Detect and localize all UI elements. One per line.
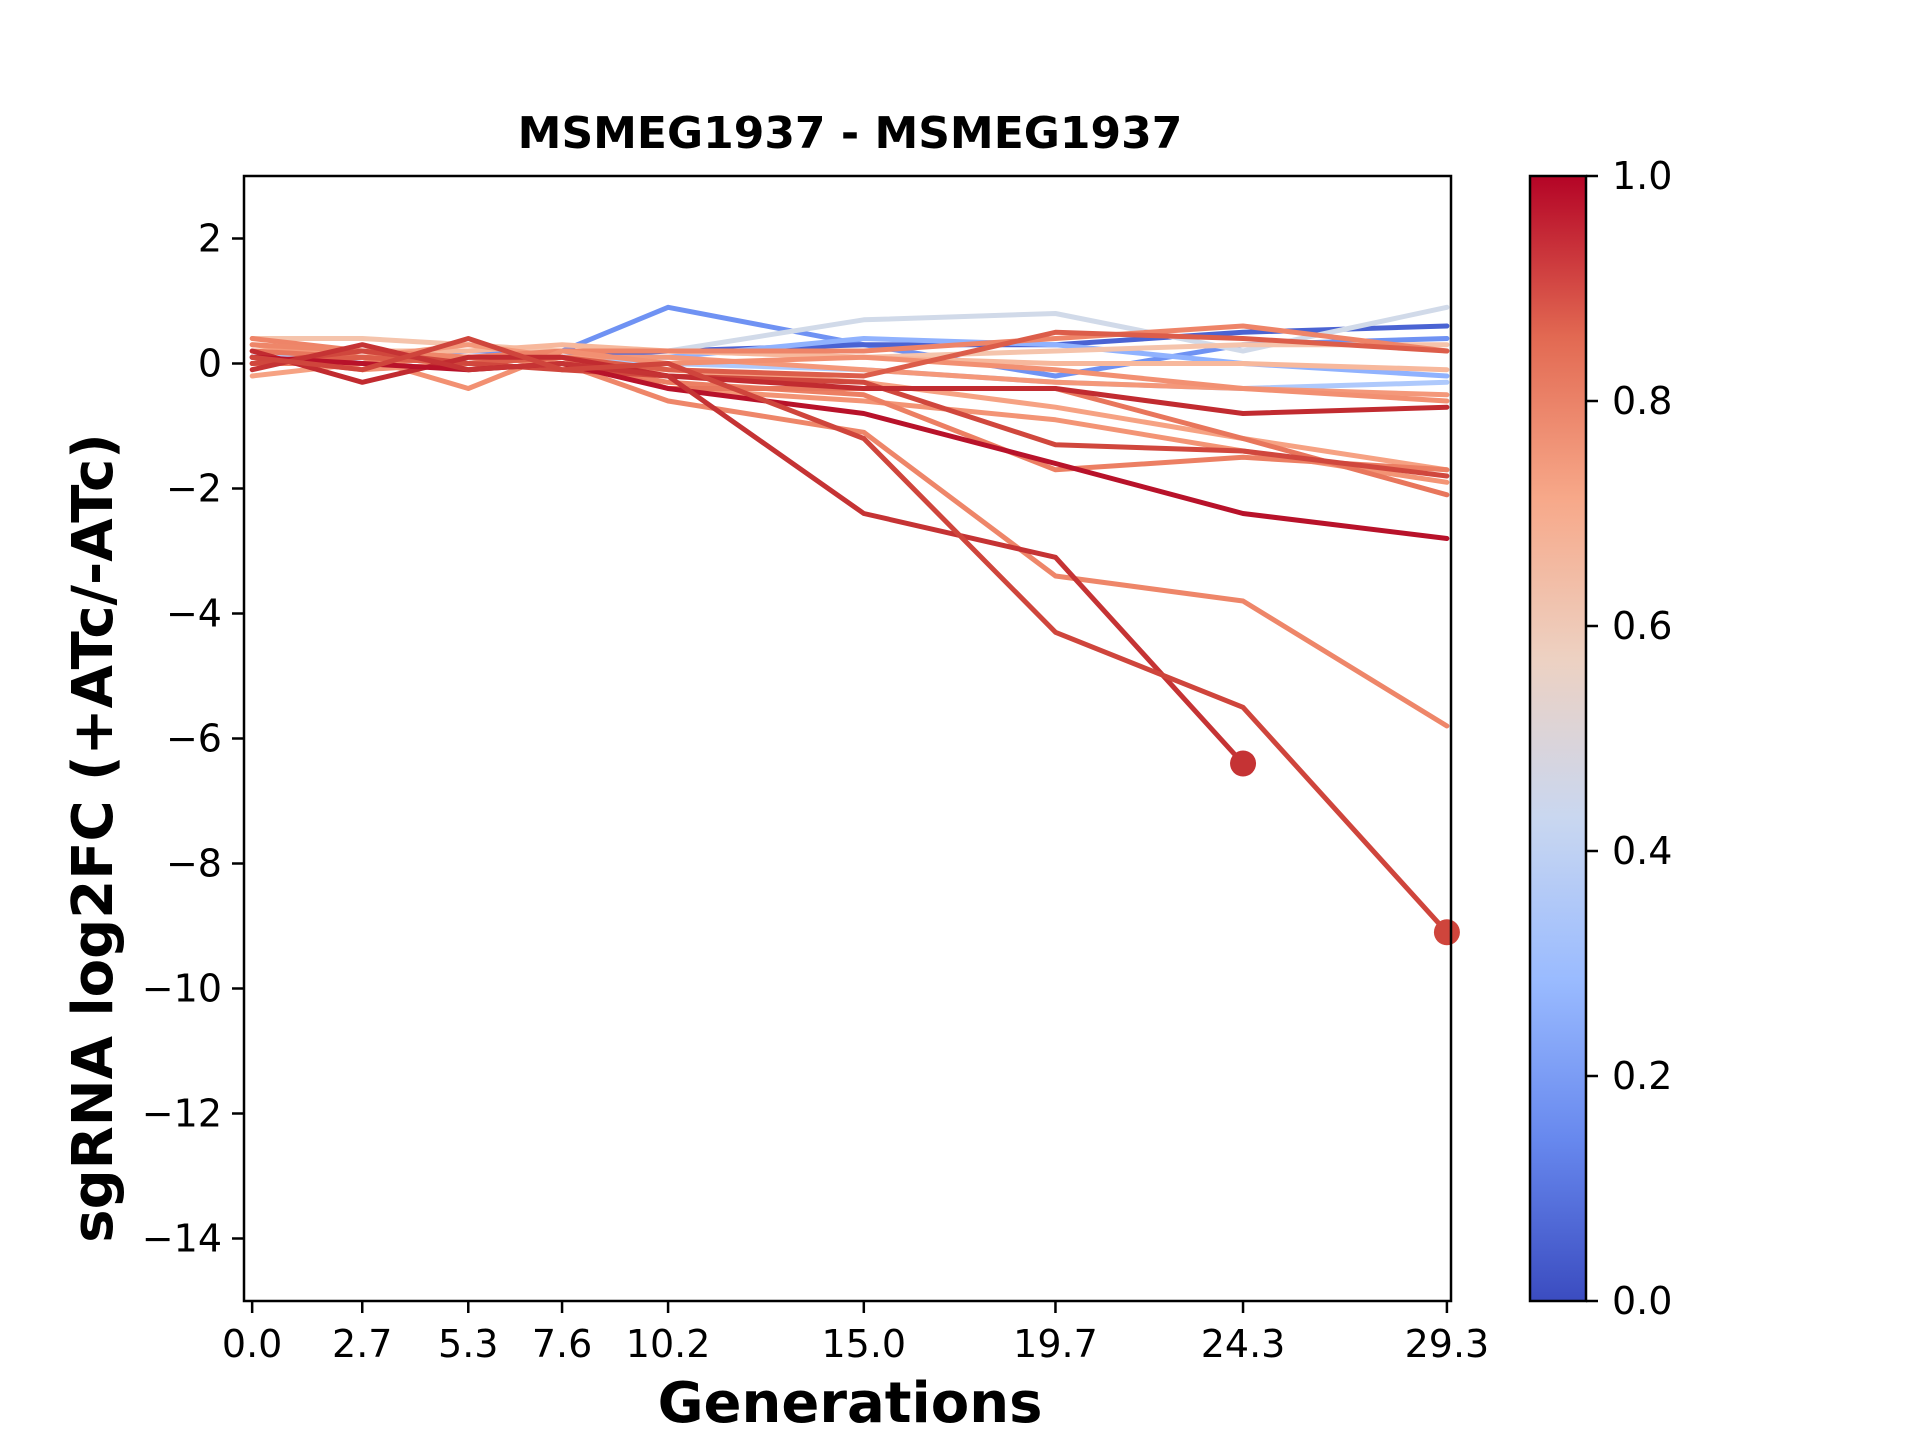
y-tick-label: 2 — [198, 217, 222, 261]
x-axis-ticks: 0.0 2.7 5.3 7.6 10.2 15.0 19.7 24.3 29.3 — [222, 1301, 1489, 1366]
y-tick-label: 0 — [198, 342, 222, 386]
x-tick-label: 5.3 — [438, 1322, 498, 1366]
plot-frame — [242, 174, 1453, 1303]
y-tick-label: −4 — [166, 592, 222, 636]
x-tick-label: 10.2 — [626, 1322, 711, 1366]
series-line-19 — [249, 354, 1450, 541]
y-tick-label: −10 — [142, 967, 222, 1011]
colorbar-tick-label: 0.2 — [1612, 1054, 1672, 1098]
colorbar-ticks: 0.0 0.2 0.4 0.6 0.8 1.0 — [1586, 154, 1672, 1323]
colorbar-tick-label: 0.0 — [1612, 1279, 1672, 1323]
endpoint-marker-1 — [1230, 750, 1257, 777]
y-tick-label: −12 — [142, 1092, 222, 1136]
x-tick-label: 29.3 — [1405, 1322, 1490, 1366]
colorbar-tick-label: 0.6 — [1612, 604, 1672, 648]
x-tick-label: 15.0 — [822, 1322, 907, 1366]
y-axis-label: sgRNA log2FC (+ATc/-ATc) — [61, 433, 126, 1243]
endpoint-marker-2 — [1433, 919, 1460, 946]
y-tick-label: −14 — [142, 1217, 222, 1261]
chart-title: MSMEG1937 - MSMEG1937 — [518, 108, 1183, 159]
y-tick-label: −8 — [166, 842, 222, 886]
x-tick-label: 0.0 — [222, 1322, 282, 1366]
y-tick-label: −2 — [166, 467, 222, 511]
y-axis-ticks: 2 0 −2 −4 −6 −8 −10 −12 −14 — [142, 217, 244, 1261]
x-axis-label: Generations — [658, 1371, 1043, 1436]
x-tick-label: 7.6 — [532, 1322, 592, 1366]
colorbar — [1528, 174, 1588, 1303]
x-tick-label: 2.7 — [332, 1322, 392, 1366]
x-tick-label: 19.7 — [1013, 1322, 1098, 1366]
x-tick-label: 24.3 — [1201, 1322, 1286, 1366]
colorbar-tick-label: 0.8 — [1612, 379, 1672, 423]
colorbar-tick-label: 1.0 — [1612, 154, 1672, 198]
y-tick-label: −6 — [166, 717, 222, 761]
series-line-21 — [249, 336, 1450, 935]
series-line-20 — [249, 342, 1246, 766]
colorbar-tick-label: 0.4 — [1612, 829, 1672, 873]
plot-lines — [249, 304, 1460, 946]
